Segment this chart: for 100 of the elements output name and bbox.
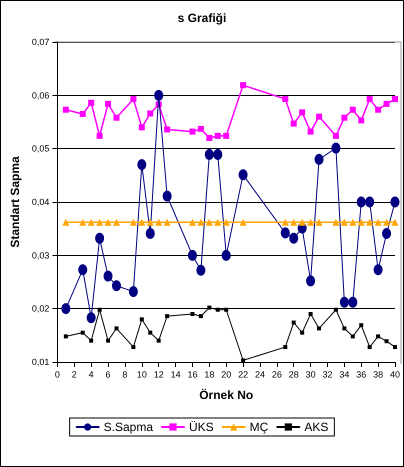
point	[164, 218, 171, 226]
point	[206, 218, 213, 226]
point	[348, 296, 358, 308]
point	[64, 334, 68, 338]
point	[96, 218, 104, 226]
point	[340, 218, 348, 226]
x-axis-title: Örnek No	[199, 388, 254, 402]
x-tick-label: 24	[254, 370, 265, 380]
point	[391, 218, 398, 226]
point	[80, 111, 86, 117]
point	[147, 110, 154, 116]
point	[290, 218, 298, 226]
y-tick-label: 0,02	[32, 304, 50, 314]
point	[198, 126, 204, 132]
point	[349, 218, 356, 226]
point	[88, 218, 95, 226]
point	[137, 159, 146, 170]
point	[306, 275, 316, 286]
point	[188, 218, 196, 226]
point	[358, 117, 364, 124]
point	[214, 218, 222, 226]
point	[140, 317, 144, 322]
x-tick-label: 38	[373, 370, 384, 380]
point	[280, 227, 290, 238]
point	[384, 100, 390, 107]
point	[238, 169, 248, 180]
point	[223, 132, 230, 139]
point	[376, 334, 380, 338]
point	[382, 228, 392, 239]
point	[114, 326, 118, 330]
point	[222, 218, 230, 226]
point	[390, 196, 400, 208]
point	[165, 314, 170, 318]
point	[78, 264, 88, 276]
point	[359, 323, 364, 328]
x-tick-label: 36	[356, 370, 366, 380]
point	[298, 218, 306, 226]
point	[162, 190, 172, 202]
point	[392, 96, 398, 102]
point	[188, 250, 197, 261]
x-tick-label: 30	[306, 370, 316, 380]
point	[88, 100, 94, 106]
point	[138, 124, 145, 130]
x-tick-label: 2	[72, 370, 77, 380]
point	[155, 218, 162, 226]
point	[350, 106, 356, 113]
point	[366, 218, 374, 226]
point	[240, 82, 246, 88]
point	[196, 264, 206, 276]
x-tick-label: 20	[221, 370, 232, 380]
point	[96, 132, 103, 139]
point	[224, 308, 228, 312]
point	[383, 218, 390, 226]
point	[374, 264, 383, 276]
point	[384, 339, 389, 344]
y-tick-label: 0,05	[32, 144, 50, 154]
point	[146, 228, 155, 239]
point	[283, 345, 288, 350]
x-tick-label: 10	[136, 370, 147, 380]
point	[299, 109, 306, 116]
point	[332, 218, 340, 226]
point	[316, 114, 322, 120]
point	[105, 100, 112, 107]
point	[282, 96, 288, 102]
point	[240, 218, 247, 226]
point	[130, 96, 136, 102]
legend-label: S.Sapma	[104, 420, 154, 434]
point	[358, 218, 365, 226]
point	[164, 126, 170, 132]
point	[80, 330, 85, 335]
point	[213, 149, 222, 160]
point	[86, 312, 96, 324]
point	[104, 270, 113, 282]
chart-title: s Grafiği	[178, 11, 226, 25]
point	[113, 114, 120, 121]
point	[61, 303, 70, 314]
point	[207, 306, 212, 310]
point	[131, 345, 136, 350]
point	[138, 218, 146, 226]
y-tick-label: 0,06	[32, 90, 50, 100]
point	[190, 312, 194, 316]
point	[292, 320, 296, 325]
point	[331, 142, 340, 154]
point	[156, 338, 161, 343]
y-axis-title: Standart Sapma	[8, 156, 22, 248]
y-tick-label: 0,03	[32, 250, 50, 260]
point	[341, 114, 348, 121]
point	[241, 358, 246, 362]
point	[197, 218, 204, 226]
point	[112, 280, 121, 292]
point	[342, 326, 346, 330]
x-tick-label: 28	[288, 370, 299, 380]
point	[314, 154, 324, 165]
point	[112, 218, 120, 226]
y-tick-label: 0,04	[32, 197, 50, 207]
point	[106, 338, 110, 343]
legend-label: MÇ	[250, 420, 269, 434]
x-tick-label: 34	[339, 370, 350, 380]
point	[307, 218, 314, 226]
point	[89, 338, 94, 343]
